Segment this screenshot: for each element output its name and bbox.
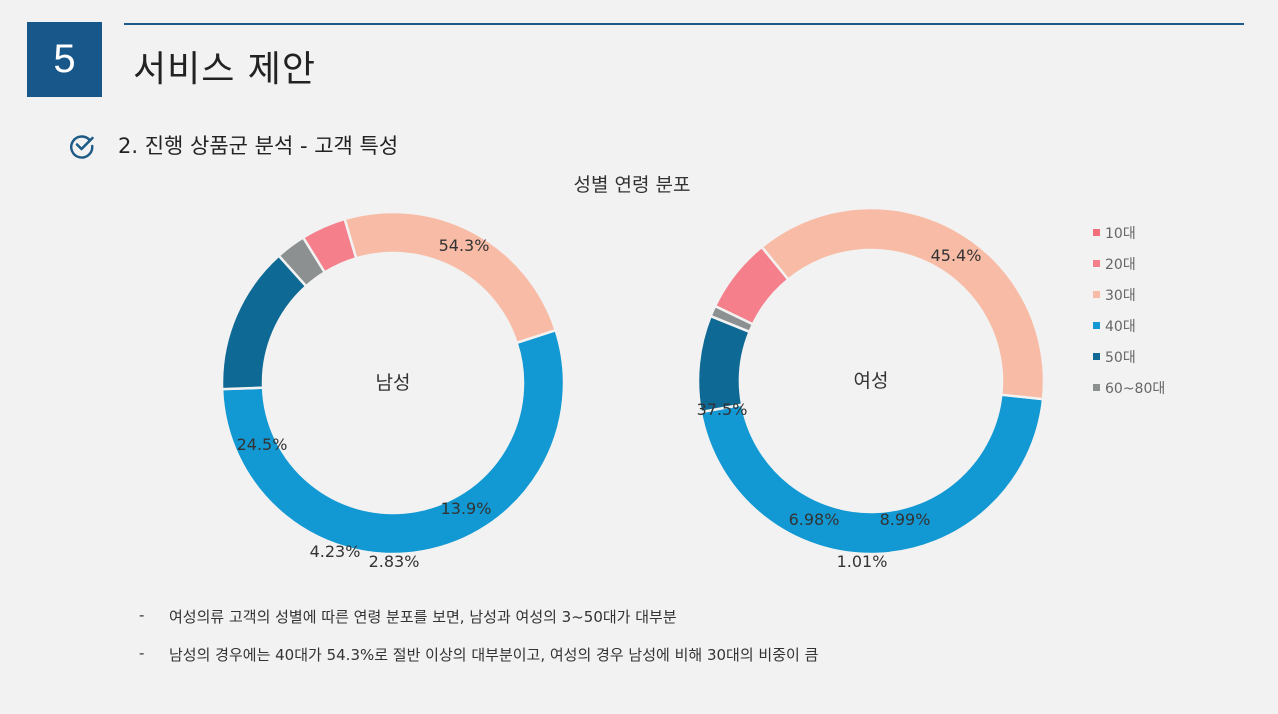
data-label: 6.98% <box>789 510 840 529</box>
donut-slice-남성-30대 <box>343 210 558 345</box>
legend-label: 40대 <box>1105 318 1136 335</box>
donut-center-label: 여성 <box>854 370 889 392</box>
legend-label: 30대 <box>1105 287 1136 304</box>
legend-item: 40대 <box>1093 310 1165 341</box>
legend-swatch <box>1093 322 1100 329</box>
donut-slice-여성-30대 <box>759 206 1046 401</box>
legend-swatch <box>1093 353 1100 360</box>
legend-swatch <box>1093 291 1100 298</box>
legend-label: 60~80대 <box>1105 380 1166 397</box>
notes-list: - 여성의류 고객의 성별에 따른 연령 분포를 보면, 남성과 여성의 3~5… <box>139 606 818 682</box>
legend-item: 50대 <box>1093 341 1165 372</box>
legend-item: 30대 <box>1093 279 1165 310</box>
legend-label: 10대 <box>1105 225 1136 242</box>
data-label: 4.23% <box>310 542 361 561</box>
data-label: 45.4% <box>931 246 982 265</box>
note-item: - 남성의 경우에는 40대가 54.3%로 절반 이상의 대부분이고, 여성의… <box>139 644 818 682</box>
bullet-marker: - <box>139 606 145 624</box>
note-text: 남성의 경우에는 40대가 54.3%로 절반 이상의 대부분이고, 여성의 경… <box>169 646 819 664</box>
legend-swatch <box>1093 260 1100 267</box>
chart-legend: 10대 20대 30대 40대 50대 60~80대 <box>1093 217 1165 403</box>
subtitle-row: 2. 진행 상품군 분석 - 고객 특성 <box>68 130 398 160</box>
donut-slice-남성-50대 <box>220 253 308 391</box>
check-circle-icon <box>70 135 94 159</box>
legend-label: 50대 <box>1105 349 1136 366</box>
legend-item: 60~80대 <box>1093 372 1165 403</box>
data-label: 2.83% <box>369 552 420 571</box>
data-label: 54.3% <box>439 236 490 255</box>
note-item: - 여성의류 고객의 성별에 따른 연령 분포를 보면, 남성과 여성의 3~5… <box>139 606 818 644</box>
donut-slice-여성-50대 <box>696 314 752 414</box>
data-label: 37.5% <box>697 400 748 419</box>
header-rule <box>124 23 1244 25</box>
donut-slice-여성-40대 <box>699 393 1045 556</box>
data-label: 13.9% <box>441 499 492 518</box>
legend-swatch <box>1093 384 1100 391</box>
note-text: 여성의류 고객의 성별에 따른 연령 분포를 보면, 남성과 여성의 3~50대… <box>169 608 677 626</box>
legend-label: 20대 <box>1105 256 1136 273</box>
data-label: 8.99% <box>880 510 931 529</box>
section-number-badge: 5 <box>27 22 102 97</box>
chart-title: 성별 연령 분포 <box>573 174 691 196</box>
data-label: 24.5% <box>237 435 288 454</box>
legend-swatch <box>1093 229 1100 236</box>
donut-center-label: 남성 <box>376 372 411 394</box>
section-subtitle: 2. 진행 상품군 분석 - 고객 특성 <box>118 134 399 158</box>
data-label: 1.01% <box>837 552 888 571</box>
page-title: 서비스 제안 <box>133 49 317 90</box>
legend-item: 20대 <box>1093 248 1165 279</box>
donut-slice-남성-40대 <box>220 328 566 556</box>
legend-item: 10대 <box>1093 217 1165 248</box>
bullet-marker: - <box>139 644 145 662</box>
